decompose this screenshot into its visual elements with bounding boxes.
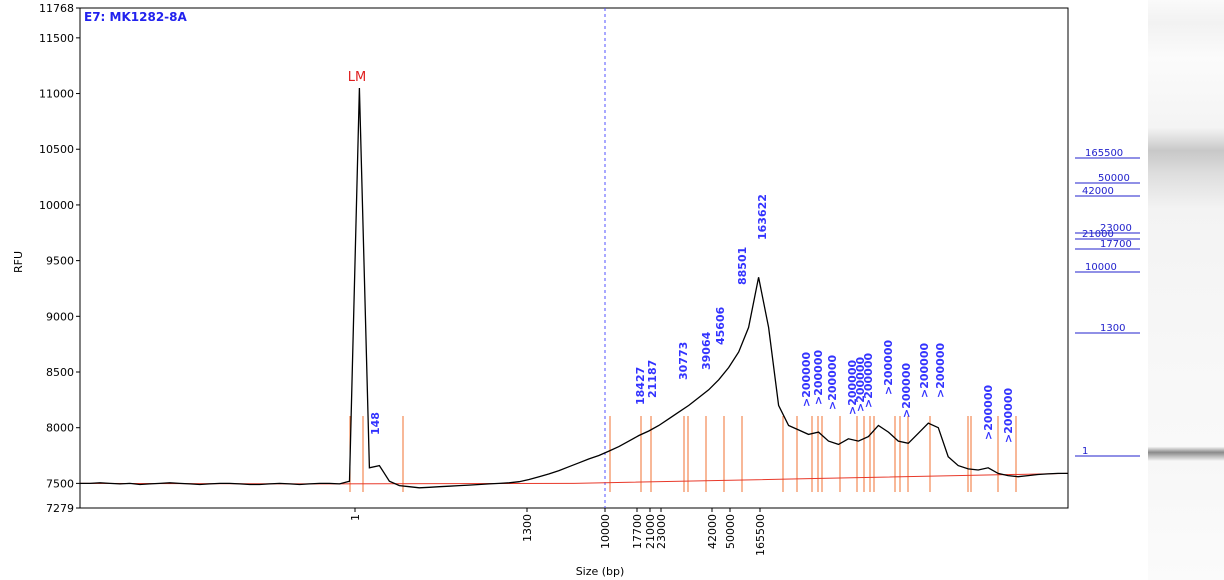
marker-label: LM [348, 70, 366, 85]
y-tick-label: 11500 [39, 32, 74, 45]
peak-label: >200000 [826, 355, 839, 410]
peak-label: >200000 [1002, 388, 1015, 443]
x-tick-label: 1300 [521, 514, 534, 542]
y-axis-label: RFU [12, 251, 25, 273]
x-tick-label: 1 [349, 514, 362, 521]
y-tick-label: 10000 [39, 199, 74, 212]
baseline [79, 472, 1069, 485]
peak-label: 45606 [714, 306, 727, 345]
ladder-label: 42000 [1082, 186, 1114, 197]
y-tick-label: 8000 [46, 422, 74, 435]
peak-label: >200000 [854, 357, 867, 412]
y-tick-label: 11000 [39, 88, 74, 101]
peak-label: 163622 [756, 194, 769, 240]
ladder-label: 1300 [1100, 323, 1125, 334]
peak-label: 88501 [736, 247, 749, 285]
peak-label: >200000 [918, 343, 931, 398]
y-tick-label: 7279 [46, 502, 74, 515]
ladder-label: 21000 [1082, 229, 1114, 240]
x-tick-label: 165500 [754, 514, 767, 556]
x-tick-label: 17700 [631, 514, 644, 549]
x-tick-label: 21000 [644, 514, 657, 549]
peak-label: >200000 [812, 350, 825, 405]
peak-label: 148 [369, 412, 382, 435]
peak-label: >200000 [982, 385, 995, 440]
x-tick-label: 50000 [724, 514, 737, 549]
peak-label: >200000 [934, 343, 947, 398]
x-tick-label: 42000 [706, 514, 719, 549]
trace [80, 87, 1068, 489]
peak-label: >200000 [846, 360, 859, 415]
x-tick-label: 10000 [599, 514, 612, 549]
peak-label: >200000 [800, 352, 813, 407]
y-tick-label: 8500 [46, 366, 74, 379]
ladder-label: 17700 [1100, 239, 1132, 250]
peak-label: >200000 [882, 340, 895, 395]
x-tick-label: 23000 [655, 514, 668, 549]
y-tick-label: 7500 [46, 477, 74, 490]
ladder-label: 1 [1082, 446, 1088, 457]
ladder-label: 50000 [1098, 173, 1130, 184]
ladder-label: 165500 [1085, 148, 1123, 159]
ladder-label: 10000 [1085, 262, 1117, 273]
peak-label: >200000 [900, 363, 913, 418]
gel-lane [1148, 0, 1224, 580]
plot-frame [79, 7, 1069, 509]
y-tick-label: 9000 [46, 310, 74, 323]
y-tick-label: 10500 [39, 143, 74, 156]
peak-label: >200000 [862, 353, 875, 408]
y-tick-label: 11768 [39, 2, 74, 15]
chart: E7: MK1282-8A RFU Size (bp) LM 7279 7500 8… [12, 2, 1140, 578]
ladder-label: 23000 [1100, 223, 1132, 234]
peak-label: 18427 [634, 367, 647, 405]
x-axis-label: Size (bp) [576, 565, 625, 578]
chart-title: E7: MK1282-8A [84, 10, 187, 24]
peak-label: 30773 [677, 342, 690, 380]
y-tick-label: 9500 [46, 255, 74, 268]
peak-label: 39064 [700, 331, 713, 370]
peak-label: 21187 [646, 360, 659, 398]
